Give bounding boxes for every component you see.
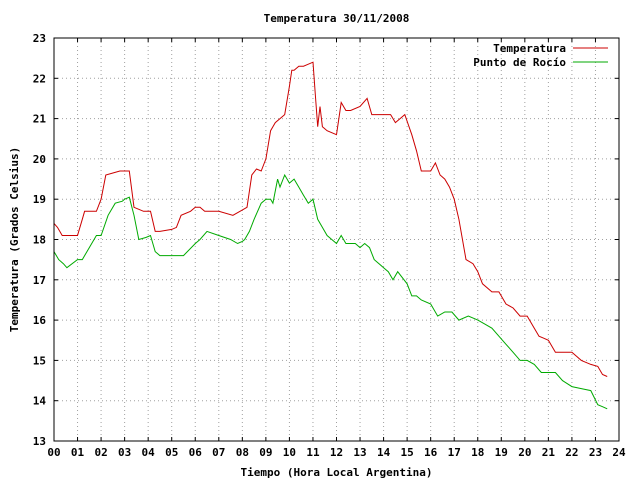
y-tick-label: 13 xyxy=(33,435,46,448)
y-tick-label: 18 xyxy=(33,234,46,247)
series-line-punto-de-rocio xyxy=(53,173,608,410)
legend-label-temperatura: Temperatura xyxy=(493,42,566,55)
x-tick-label: 04 xyxy=(142,446,156,459)
x-tick-label: 17 xyxy=(448,446,461,459)
y-tick-label: 20 xyxy=(33,153,46,166)
x-tick-label: 00 xyxy=(47,446,60,459)
x-tick-label: 01 xyxy=(71,446,85,459)
tick-labels: 00 01 02 03 04 05 06 07 08 09 10 11 12 13 14 15 16 17 18 19… xyxy=(33,32,626,459)
y-tick-label: 21 xyxy=(33,113,47,126)
x-tick-label: 10 xyxy=(283,446,296,459)
x-tick-label: 19 xyxy=(495,446,508,459)
x-tick-label: 12 xyxy=(330,446,343,459)
x-tick-label: 09 xyxy=(259,446,272,459)
x-tick-label: 05 xyxy=(165,446,178,459)
x-tick-label: 16 xyxy=(424,446,438,459)
legend-label-punto-de-rocio: Punto de Rocío xyxy=(473,56,566,69)
x-tick-label: 02 xyxy=(94,446,107,459)
series-layer xyxy=(53,61,608,410)
x-tick-label: 13 xyxy=(353,446,366,459)
x-tick-label: 18 xyxy=(471,446,484,459)
x-axis-label: Tiempo (Hora Local Argentina) xyxy=(240,466,432,479)
x-tick-label: 23 xyxy=(589,446,602,459)
y-tick-label: 19 xyxy=(33,193,46,206)
y-tick-label: 17 xyxy=(33,274,46,287)
x-tick-label: 14 xyxy=(377,446,391,459)
x-tick-label: 24 xyxy=(612,446,626,459)
chart-title: Temperatura 30/11/2008 xyxy=(264,12,410,25)
y-tick-label: 14 xyxy=(33,395,47,408)
y-tick-label: 16 xyxy=(33,314,47,327)
x-tick-label: 03 xyxy=(118,446,131,459)
series-line-temperatura xyxy=(53,61,608,377)
x-tick-label: 06 xyxy=(189,446,203,459)
y-tick-label: 23 xyxy=(33,32,46,45)
x-tick-label: 20 xyxy=(518,446,531,459)
x-tick-label: 07 xyxy=(212,446,225,459)
y-tick-label: 22 xyxy=(33,72,46,85)
x-tick-label: 11 xyxy=(306,446,320,459)
x-tick-label: 08 xyxy=(236,446,249,459)
x-tick-label: 22 xyxy=(565,446,578,459)
y-tick-label: 15 xyxy=(33,354,46,367)
y-axis-label: Temperatura (Grados Celsius) xyxy=(8,147,21,332)
x-tick-label: 15 xyxy=(401,446,414,459)
x-tick-label: 21 xyxy=(542,446,556,459)
